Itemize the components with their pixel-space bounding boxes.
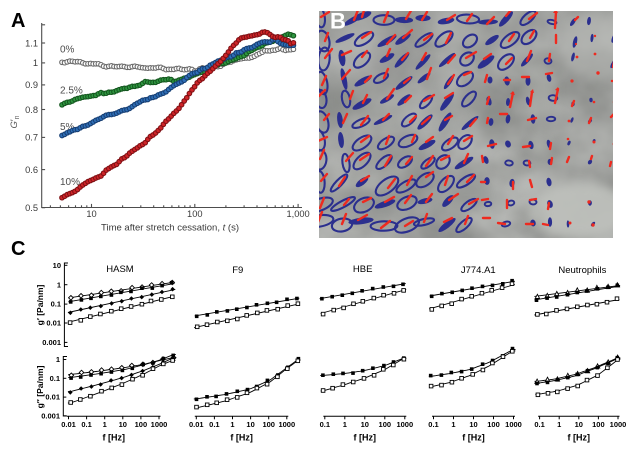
svg-text:0.01: 0.01 bbox=[46, 319, 61, 328]
svg-text:10: 10 bbox=[53, 261, 61, 270]
svg-text:B: B bbox=[330, 9, 346, 34]
svg-text:10: 10 bbox=[469, 420, 477, 429]
svg-text:1.1: 1.1 bbox=[25, 38, 38, 48]
svg-text:f [Hz]: f [Hz] bbox=[568, 433, 591, 443]
svg-text:1: 1 bbox=[33, 58, 38, 68]
svg-text:0.01: 0.01 bbox=[61, 420, 76, 429]
svg-text:1: 1 bbox=[103, 420, 107, 429]
svg-text:100: 100 bbox=[135, 420, 148, 429]
svg-text:1000: 1000 bbox=[505, 420, 522, 429]
svg-text:2.5%: 2.5% bbox=[60, 86, 83, 97]
svg-text:J774.A1: J774.A1 bbox=[461, 265, 496, 276]
svg-text:0.6: 0.6 bbox=[25, 165, 38, 175]
svg-text:10: 10 bbox=[575, 420, 583, 429]
svg-text:100: 100 bbox=[187, 209, 203, 219]
svg-text:A: A bbox=[11, 10, 25, 32]
svg-text:0.01: 0.01 bbox=[45, 393, 60, 402]
svg-text:1: 1 bbox=[451, 420, 455, 429]
svg-text:100: 100 bbox=[262, 420, 275, 429]
svg-text:f [Hz]: f [Hz] bbox=[103, 433, 126, 443]
svg-text:f [Hz]: f [Hz] bbox=[462, 433, 485, 443]
svg-text:0.1: 0.1 bbox=[320, 420, 330, 429]
svg-text:10: 10 bbox=[361, 420, 369, 429]
svg-text:100: 100 bbox=[487, 420, 500, 429]
svg-text:1000: 1000 bbox=[610, 420, 627, 429]
svg-text:10: 10 bbox=[246, 420, 254, 429]
svg-text:0.1: 0.1 bbox=[428, 420, 438, 429]
svg-text:F9: F9 bbox=[232, 265, 243, 276]
svg-text:f [Hz]: f [Hz] bbox=[230, 433, 253, 443]
svg-text:0.9: 0.9 bbox=[25, 80, 38, 90]
svg-text:0.1: 0.1 bbox=[51, 300, 61, 309]
svg-text:0.1: 0.1 bbox=[81, 420, 91, 429]
svg-text:HBE: HBE bbox=[353, 264, 373, 275]
svg-text:1000: 1000 bbox=[151, 420, 168, 429]
svg-text:1: 1 bbox=[57, 280, 61, 289]
svg-text:f [Hz]: f [Hz] bbox=[354, 433, 377, 443]
svg-text:C: C bbox=[11, 238, 25, 260]
svg-text:5%: 5% bbox=[60, 122, 75, 133]
svg-text:0.1: 0.1 bbox=[534, 420, 544, 429]
svg-text:0%: 0% bbox=[60, 45, 75, 56]
svg-text:1: 1 bbox=[343, 420, 347, 429]
svg-text:1000: 1000 bbox=[278, 420, 295, 429]
svg-text:1: 1 bbox=[557, 420, 561, 429]
svg-text:1000: 1000 bbox=[396, 420, 413, 429]
svg-text:HASM: HASM bbox=[106, 264, 134, 275]
svg-text:0.7: 0.7 bbox=[25, 133, 38, 143]
svg-text:10: 10 bbox=[86, 209, 96, 219]
svg-text:0.001: 0.001 bbox=[42, 338, 61, 347]
svg-text:Neutrophils: Neutrophils bbox=[558, 265, 606, 276]
svg-text:0.001: 0.001 bbox=[41, 411, 60, 420]
svg-text:0.5: 0.5 bbox=[25, 203, 38, 213]
svg-text:10: 10 bbox=[119, 420, 127, 429]
svg-text:0.1: 0.1 bbox=[50, 374, 60, 383]
svg-text:0.8: 0.8 bbox=[25, 105, 38, 115]
svg-text:0.01: 0.01 bbox=[189, 420, 204, 429]
svg-text:Time after stretch cessation,: Time after stretch cessation, t (s) bbox=[101, 223, 239, 234]
svg-text:10%: 10% bbox=[60, 177, 80, 188]
svg-text:0.1: 0.1 bbox=[209, 420, 219, 429]
svg-text:1: 1 bbox=[230, 420, 234, 429]
svg-text:100: 100 bbox=[379, 420, 392, 429]
svg-text:1: 1 bbox=[56, 355, 60, 364]
svg-text:g′ [Pa/nm]: g′ [Pa/nm] bbox=[35, 284, 45, 325]
svg-text:100: 100 bbox=[592, 420, 605, 429]
svg-text:1,000: 1,000 bbox=[286, 209, 309, 219]
svg-text:g″ [Pa/nm]: g″ [Pa/nm] bbox=[35, 365, 45, 408]
